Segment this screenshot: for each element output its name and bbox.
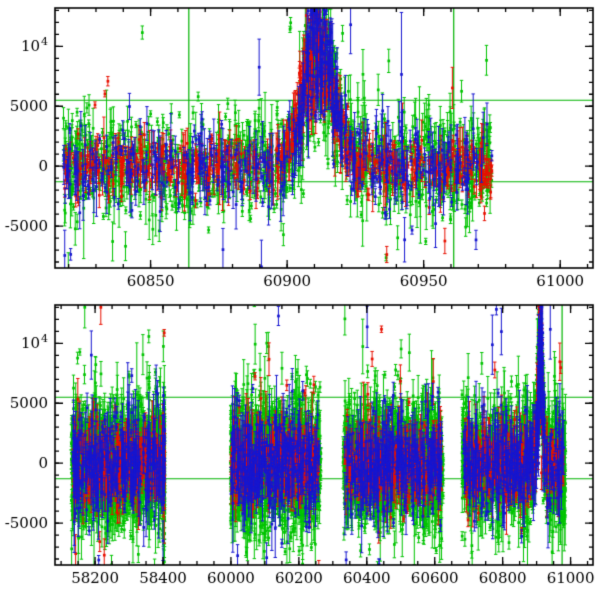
light-curve-canvas [0,0,600,600]
light-curve-figure [0,0,600,600]
